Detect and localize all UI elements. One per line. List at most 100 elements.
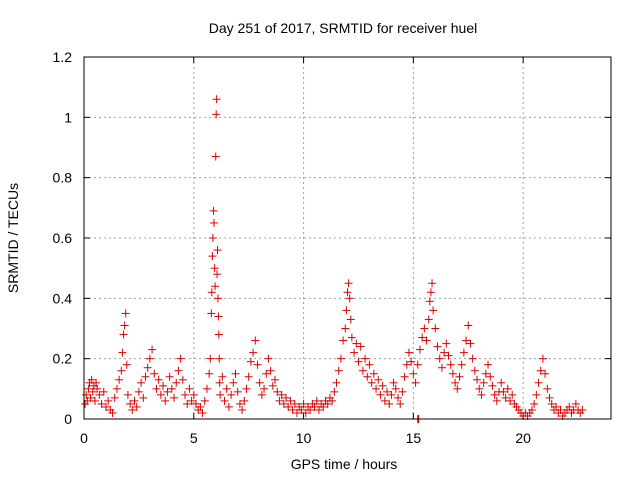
- data-point: [455, 372, 464, 381]
- x-tick-label: 0: [80, 430, 88, 446]
- data-point: [284, 402, 293, 411]
- data-point: [396, 399, 405, 408]
- data-point: [119, 330, 128, 339]
- data-point: [413, 360, 422, 369]
- data-point: [363, 372, 372, 381]
- data-point: [260, 384, 269, 393]
- data-point: [490, 390, 499, 399]
- data-point: [202, 384, 211, 393]
- data-point: [253, 360, 262, 369]
- data-point: [87, 375, 96, 384]
- data-point: [238, 405, 247, 414]
- data-point: [191, 399, 200, 408]
- data-point: [492, 396, 501, 405]
- data-point: [543, 384, 552, 393]
- data-point: [394, 393, 403, 402]
- data-point: [344, 279, 353, 288]
- data-point: [84, 384, 93, 393]
- data-point: [206, 354, 215, 363]
- data-point: [268, 381, 277, 390]
- data-point: [312, 396, 321, 405]
- data-point: [347, 333, 356, 342]
- data-point: [213, 270, 222, 279]
- y-tick-label: 0.4: [53, 290, 73, 306]
- data-point: [120, 321, 129, 330]
- y-tick-label: 0.2: [53, 351, 73, 367]
- data-point: [499, 387, 508, 396]
- data-point: [286, 396, 295, 405]
- data-point: [578, 405, 587, 414]
- data-point: [488, 381, 497, 390]
- data-point: [356, 342, 365, 351]
- data-point: [453, 384, 462, 393]
- data-point: [212, 95, 221, 104]
- data-point: [251, 336, 260, 345]
- data-point: [93, 384, 102, 393]
- data-point: [292, 408, 301, 417]
- data-point: [306, 405, 315, 414]
- data-point: [341, 324, 350, 333]
- data-point: [477, 390, 486, 399]
- data-point: [165, 372, 174, 381]
- data-point: [233, 387, 242, 396]
- data-point: [282, 393, 291, 402]
- data-point: [224, 402, 233, 411]
- data-point: [420, 324, 429, 333]
- data-point: [189, 390, 198, 399]
- data-point: [350, 348, 359, 357]
- data-point: [378, 381, 387, 390]
- data-point: [279, 399, 288, 408]
- data-point: [181, 390, 190, 399]
- data-point: [541, 369, 550, 378]
- data-point: [172, 378, 181, 387]
- data-point: [101, 402, 110, 411]
- data-point: [115, 375, 124, 384]
- data-point: [508, 390, 517, 399]
- data-point: [367, 378, 376, 387]
- y-tick-label: 1: [64, 109, 72, 125]
- data-point: [442, 339, 451, 348]
- data-point: [354, 357, 363, 366]
- data-point: [534, 378, 543, 387]
- data-point: [387, 390, 396, 399]
- data-point: [345, 294, 354, 303]
- data-point: [470, 366, 479, 375]
- data-point: [215, 378, 224, 387]
- y-tick-label: 0.8: [53, 170, 73, 186]
- data-point: [473, 375, 482, 384]
- data-point: [212, 110, 221, 119]
- data-point: [323, 399, 332, 408]
- data-point: [264, 354, 273, 363]
- data-point: [211, 152, 220, 161]
- data-point: [213, 246, 222, 255]
- x-tick-label: 20: [515, 430, 531, 446]
- data-point: [240, 396, 249, 405]
- data-point: [346, 315, 355, 324]
- data-point: [143, 363, 152, 372]
- gridlines: [84, 57, 611, 419]
- data-point: [486, 372, 495, 381]
- data-point: [176, 354, 185, 363]
- data-point: [336, 354, 345, 363]
- data-point: [246, 357, 255, 366]
- data-point: [216, 390, 225, 399]
- data-point: [404, 348, 413, 357]
- data-point: [249, 348, 258, 357]
- data-point: [266, 366, 275, 375]
- data-point: [134, 387, 143, 396]
- data-point: [86, 393, 95, 402]
- data-point: [464, 321, 473, 330]
- data-point: [262, 369, 271, 378]
- data-point: [154, 375, 163, 384]
- data-point: [95, 390, 104, 399]
- data-point: [183, 399, 192, 408]
- data-point: [310, 402, 319, 411]
- data-point: [163, 387, 172, 396]
- data-point: [457, 360, 466, 369]
- data-point: [484, 360, 493, 369]
- data-point: [128, 405, 137, 414]
- data-point: [527, 405, 536, 414]
- data-point: [383, 387, 392, 396]
